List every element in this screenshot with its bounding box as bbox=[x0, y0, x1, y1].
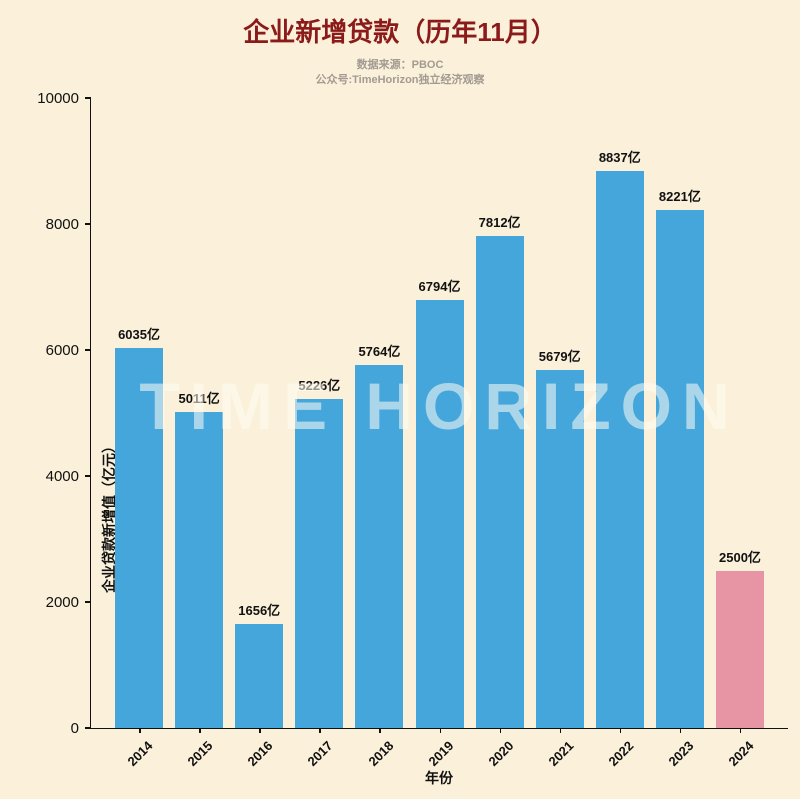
bar-value-label: 1656亿 bbox=[238, 602, 281, 618]
bar-value-label: 7812亿 bbox=[478, 214, 521, 230]
x-tick-label: 2021 bbox=[545, 738, 577, 770]
x-tick-mark bbox=[559, 728, 562, 733]
bar-group-2021: 5679亿 2021 bbox=[530, 98, 590, 769]
bar-2018 bbox=[355, 364, 404, 728]
bar-group-2020: 7812亿 2020 bbox=[470, 98, 530, 769]
bar-group-2024: 2500亿 2024 bbox=[710, 98, 770, 769]
x-tick-mark bbox=[139, 728, 141, 733]
x-tick-mark bbox=[379, 728, 381, 733]
chart-subtitle: 数据来源：PBOC 公众号:TimeHorizon独立经济观察 bbox=[0, 58, 800, 88]
bars-container: 6035亿 2014 5011亿 2015 1656亿 2016 5226亿 2017 5764… bbox=[91, 98, 788, 769]
bar-2020 bbox=[475, 235, 524, 728]
bar-value-label: 5679亿 bbox=[538, 349, 581, 365]
bar-2023 bbox=[655, 210, 704, 728]
account-line: 公众号:TimeHorizon独立经济观察 bbox=[315, 74, 485, 86]
x-axis-label: 年份 bbox=[425, 770, 453, 786]
bar-group-2015: 5011亿 2015 bbox=[169, 98, 229, 769]
x-tick-mark bbox=[259, 728, 261, 733]
x-tick-label: 2019 bbox=[425, 738, 457, 770]
x-tick-label: 2018 bbox=[364, 738, 397, 770]
x-tick-label: 2022 bbox=[605, 738, 637, 770]
y-tick-mark bbox=[85, 475, 91, 477]
plot-area: 企业贷款新增值（亿元） 0 2000 4000 6000 8000 10000 6035亿… bbox=[37, 90, 788, 769]
bar-group-2023: 8221亿 2023 bbox=[650, 98, 710, 769]
x-tick-label: 2014 bbox=[124, 738, 156, 770]
y-tick-mark bbox=[85, 349, 91, 351]
x-tick-label: 2015 bbox=[184, 738, 216, 770]
bar-group-2018: 5764亿 2018 bbox=[349, 98, 409, 769]
y-tick: 8000 bbox=[45, 215, 91, 233]
bar-value-label: 8837亿 bbox=[598, 150, 641, 166]
y-tick-label: 6000 bbox=[45, 341, 79, 359]
y-tick: 4000 bbox=[45, 467, 91, 485]
bar-group-2017: 5226亿 2017 bbox=[289, 98, 349, 769]
bar-value-label: 5226亿 bbox=[298, 377, 341, 393]
y-tick-label: 8000 bbox=[45, 215, 79, 233]
y-tick-label: 4000 bbox=[45, 467, 79, 485]
bar-value-label: 6794亿 bbox=[418, 278, 461, 294]
y-tick-label: 10000 bbox=[37, 89, 79, 107]
bar-value-label: 6035亿 bbox=[118, 326, 160, 342]
bar-2019 bbox=[415, 299, 464, 728]
bar-group-2016: 1656亿 2016 bbox=[229, 98, 289, 769]
bar-value-label: 5764亿 bbox=[358, 343, 401, 359]
x-tick-label: 2023 bbox=[665, 738, 697, 770]
y-tick-label: 0 bbox=[70, 719, 79, 737]
bar-group-2022: 8837亿 2022 bbox=[590, 98, 650, 769]
bar-2015 bbox=[175, 412, 224, 728]
bar-value-label: 8221亿 bbox=[658, 189, 701, 205]
bar-2022 bbox=[595, 171, 644, 728]
y-tick: 10000 bbox=[37, 89, 91, 107]
x-tick-label: 2016 bbox=[244, 738, 276, 770]
y-tick-mark bbox=[85, 727, 91, 729]
x-tick-mark bbox=[199, 728, 201, 733]
bar-2024 bbox=[715, 570, 764, 728]
y-tick-mark bbox=[85, 223, 91, 225]
x-tick-mark bbox=[679, 728, 682, 733]
x-tick-mark bbox=[319, 728, 321, 733]
y-tick: 6000 bbox=[45, 341, 91, 359]
x-tick-label: 2020 bbox=[485, 738, 517, 770]
y-tick-mark bbox=[85, 97, 91, 99]
bar-2017 bbox=[295, 398, 344, 728]
bar-2021 bbox=[535, 370, 584, 728]
bar-group-2019: 6794亿 2019 bbox=[409, 98, 469, 769]
x-tick-mark bbox=[739, 728, 742, 733]
x-tick-label: 2024 bbox=[725, 738, 757, 770]
data-source-line: 数据来源：PBOC bbox=[356, 59, 444, 71]
y-tick: 2000 bbox=[45, 593, 91, 611]
y-tick: 0 bbox=[70, 719, 91, 737]
y-tick-label: 2000 bbox=[45, 593, 79, 611]
bar-value-label: 2500亿 bbox=[719, 549, 761, 565]
bar-value-label: 5011亿 bbox=[178, 391, 220, 407]
y-tick-mark bbox=[85, 601, 91, 603]
bar-2014 bbox=[115, 347, 164, 728]
x-tick-mark bbox=[619, 728, 622, 733]
bar-group-2014: 6035亿 2014 bbox=[109, 98, 169, 769]
x-tick-label: 2017 bbox=[304, 738, 336, 770]
chart-title: 企业新增贷款（历年11月） bbox=[243, 17, 557, 47]
x-tick-mark bbox=[439, 728, 442, 733]
x-tick-mark bbox=[499, 728, 502, 733]
bar-2016 bbox=[235, 623, 284, 728]
